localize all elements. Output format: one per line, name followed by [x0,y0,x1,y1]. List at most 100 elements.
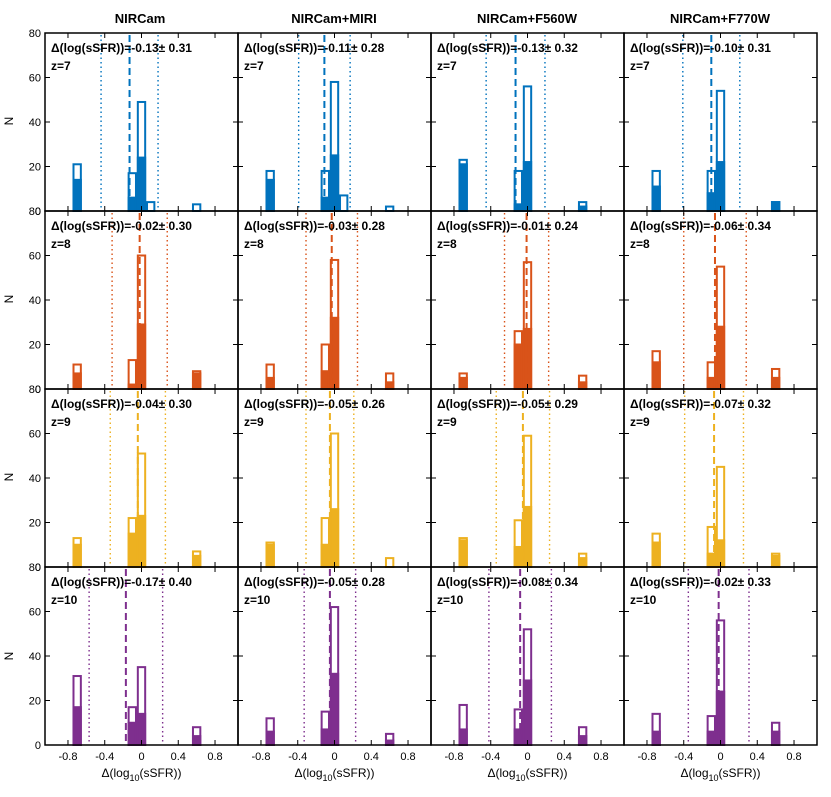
x-tick-label: 0.8 [786,751,801,763]
panel-r1-c2: Δ(log(sSFR))=-0.11± 0.28 z=7 [237,32,432,213]
delta-annotation: Δ(log(sSFR))=-0.02± 0.33 [630,575,771,589]
bin-filled-bar [651,185,661,212]
bin-filled-bar [706,376,716,390]
column-title-nircam-f770w: NIRCam+F770W [670,11,771,26]
bin-filled-bar [329,672,340,746]
bin-filled-bar [577,557,588,568]
delta-annotation: Δ(log(sSFR))=-0.01± 0.24 [437,219,578,233]
x-tick-label: -0.8 [58,751,77,763]
bin-filled-bar [72,543,82,568]
bin-filled-bar [715,325,726,391]
column-title-nircam-miri: NIRCam+MIRI [291,11,377,26]
bin-filled-bar [522,505,533,568]
y-tick-label: 60 [29,429,41,441]
bin-filled-bar [320,728,330,746]
panel-r4-c4: Δ(log(sSFR))=-0.02± 0.33 z=10 -0.8 -0.4 0 0.4… [623,566,818,783]
bin-filled-bar [320,543,330,568]
bin-filled-bar [329,154,340,212]
bin-filled-bar [577,381,588,391]
bin-total-bar [384,557,395,568]
delta-annotation: Δ(log(sSFR))=-0.02± 0.30 [51,219,192,233]
redshift-label: z=9 [51,415,71,429]
column-title-nircam: NIRCam [115,11,166,26]
redshift-label: z=7 [51,59,71,73]
delta-annotation: Δ(log(sSFR))=-0.05± 0.29 [437,397,578,411]
y-axis-label-row-4: N [2,652,16,661]
panel-r2-c2: Δ(log(sSFR))=-0.03± 0.28 z=8 [237,210,432,391]
bin-filled-bar [127,532,137,568]
bin-filled-bar [127,721,137,746]
panel-r3-c1: Δ(log(sSFR))=-0.04± 0.30 z=9 0 20 40 60 80 [29,384,239,574]
bin-filled-bar [136,514,147,569]
redshift-label: z=10 [244,593,271,607]
delta-annotation: Δ(log(sSFR))=-0.13± 0.31 [51,41,192,55]
delta-annotation: Δ(log(sSFR))=-0.03± 0.28 [244,219,385,233]
bin-total-bar [146,201,156,213]
y-tick-label: 20 [29,518,41,530]
bin-filled-bar [522,679,533,746]
bin-filled-bar [72,178,82,213]
bin-filled-bar [458,163,468,212]
y-tick-label: 40 [29,651,41,663]
bin-total-bar [339,194,349,213]
y-tick-label: 20 [29,162,41,174]
x-tick-label: -0.8 [637,751,656,763]
delta-annotation: Δ(log(sSFR))=-0.08± 0.34 [437,575,578,589]
y-tick-label: 0 [35,740,41,752]
delta-annotation: Δ(log(sSFR))=-0.05± 0.26 [244,397,385,411]
delta-annotation: Δ(log(sSFR))=-0.10± 0.31 [630,41,771,55]
x-tick-label: 0.8 [400,751,415,763]
redshift-label: z=7 [437,59,457,73]
x-axis-label: Δ(log10(sSFR)) [680,766,760,783]
bin-filled-bar [320,370,330,391]
bin-filled-bar [513,545,523,568]
bin-filled-bar [770,730,781,747]
x-tick-label: 0.4 [364,751,379,763]
panel-r3-c2: Δ(log(sSFR))=-0.05± 0.26 z=9 [237,388,432,569]
y-tick-label: 60 [29,251,41,263]
delta-annotation: Δ(log(sSFR))=-0.11± 0.28 [244,41,385,55]
bin-filled-bar [72,706,82,746]
bin-filled-bar [577,735,588,746]
redshift-label: z=8 [630,237,650,251]
y-axis-label-row-1: N [2,117,16,126]
x-tick-label: 0.4 [750,751,765,763]
x-tick-label: 0.8 [593,751,608,763]
x-tick-label: -0.8 [251,751,270,763]
y-tick-label: 20 [29,340,41,352]
y-tick-label: 0 [35,562,41,574]
bin-filled-bar [770,554,781,568]
axis-labels: N N N N [2,117,16,661]
y-tick-label: 40 [29,295,41,307]
bin-filled-bar [265,376,275,390]
redshift-label: z=9 [630,415,650,429]
x-tick-label: 0.4 [171,751,186,763]
x-tick-label: 0.4 [557,751,572,763]
y-tick-label: 80 [29,562,41,574]
bin-filled-bar [191,554,202,568]
redshift-label: z=10 [437,593,464,607]
delta-annotation: Δ(log(sSFR))=-0.17± 0.40 [51,575,192,589]
panel-r1-c3: Δ(log(sSFR))=-0.13± 0.32 z=7 [430,32,625,213]
bin-filled-bar [715,161,726,213]
x-tick-label: 0.8 [207,751,222,763]
y-tick-label: 80 [29,206,41,218]
delta-annotation: Δ(log(sSFR))=-0.05± 0.28 [244,575,385,589]
y-tick-label: 40 [29,473,41,485]
bin-filled-bar [458,728,468,746]
y-tick-label: 20 [29,696,41,708]
x-tick-label: 0 [717,751,723,763]
bin-filled-bar [651,361,661,390]
bin-filled-bar [136,156,147,213]
delta-annotation: Δ(log(sSFR))=-0.06± 0.34 [630,219,771,233]
panel-r4-c1: Δ(log(sSFR))=-0.17± 0.40 z=10 0 20 40 60 80 -0.… [29,562,239,783]
delta-annotation: Δ(log(sSFR))=-0.07± 0.32 [630,397,771,411]
bin-filled-bar [651,541,661,569]
column-titles: NIRCam NIRCam+MIRI NIRCam+F560W NIRCam+F… [115,11,771,26]
x-tick-label: -0.4 [95,751,114,763]
panel-r3-c3: Δ(log(sSFR))=-0.05± 0.29 z=9 [430,388,625,569]
bin-filled-bar [458,539,468,568]
x-axis-label: Δ(log10(sSFR)) [487,766,567,783]
bin-filled-bar [72,372,82,390]
